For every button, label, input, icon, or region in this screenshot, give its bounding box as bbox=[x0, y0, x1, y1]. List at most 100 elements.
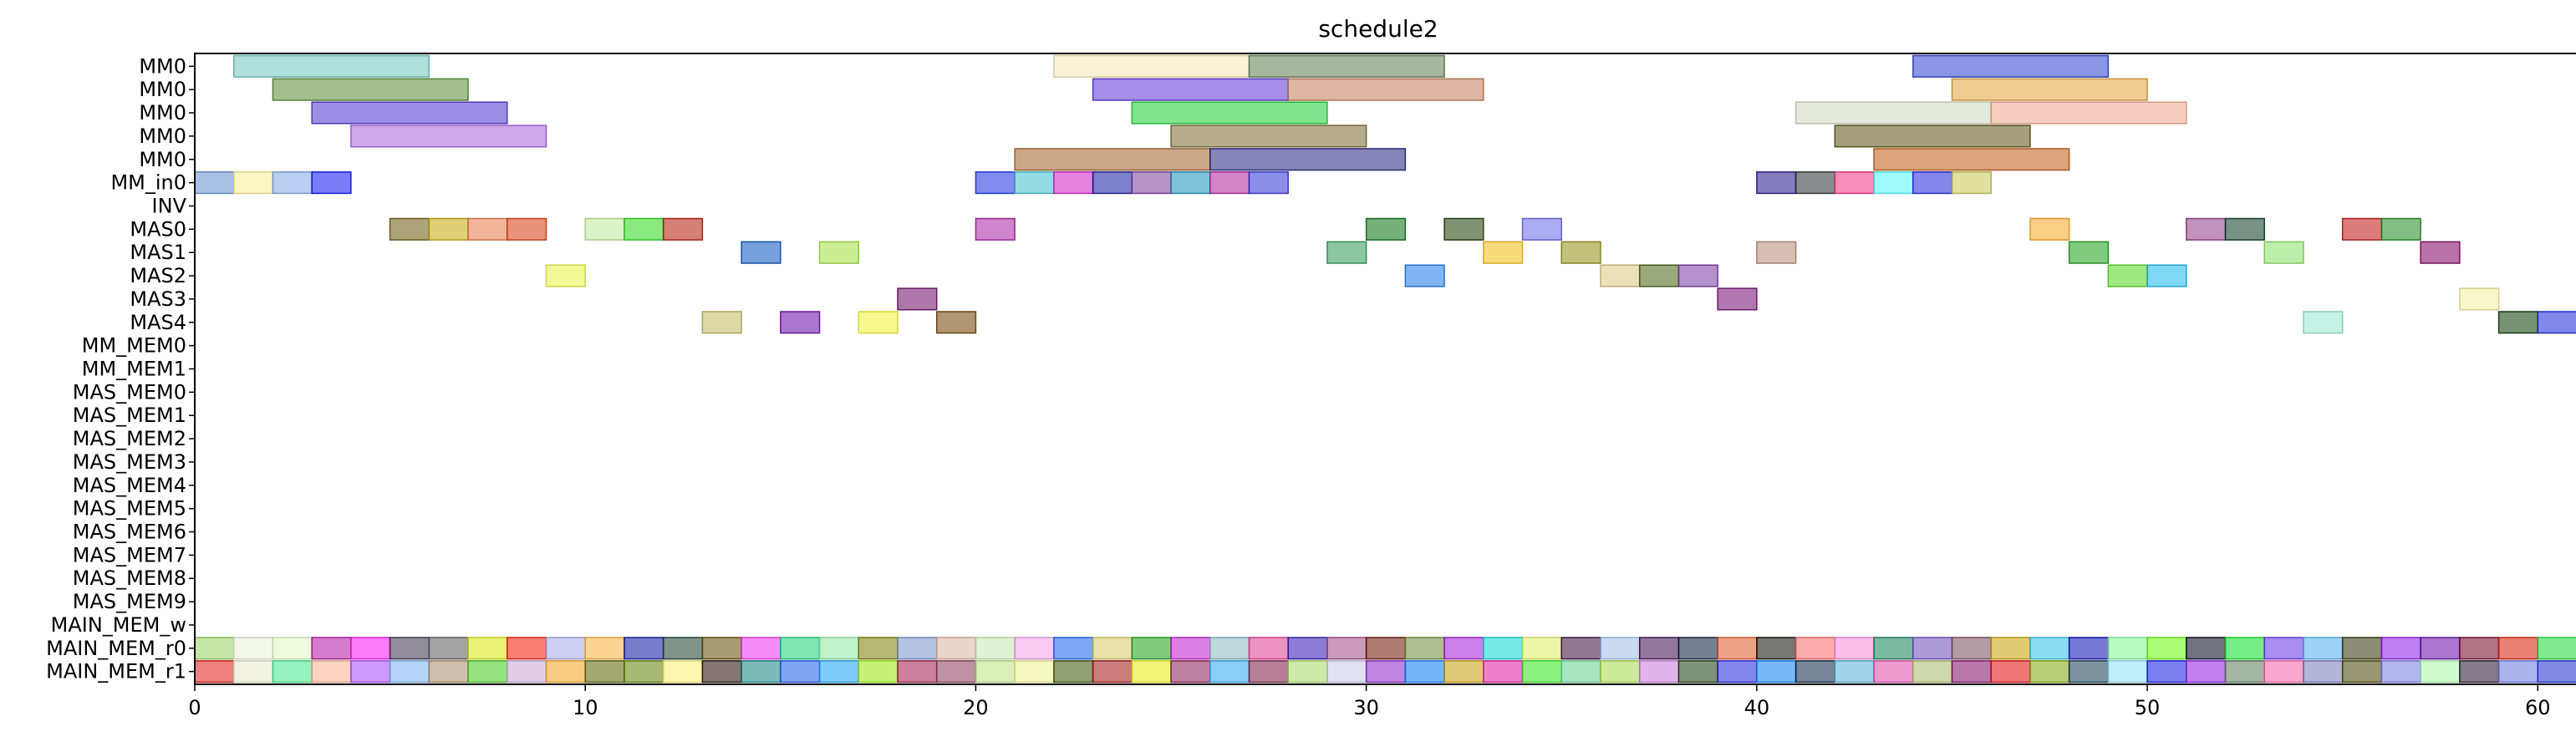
task-bar bbox=[389, 637, 430, 660]
task-bar bbox=[624, 660, 664, 683]
row-labels: MM0MM0MM0MM0MM0MM_in0INVMAS0MAS1MAS2MAS3… bbox=[46, 54, 195, 683]
task-bar bbox=[1131, 101, 1328, 124]
task-bar bbox=[1053, 54, 1250, 78]
task-bar bbox=[1248, 171, 1289, 195]
task-bar bbox=[2420, 637, 2461, 660]
task-bar bbox=[975, 171, 1016, 195]
task-bar bbox=[1209, 148, 1407, 171]
task-bar bbox=[701, 311, 742, 334]
row-label: MAIN_MEM_r0 bbox=[46, 637, 186, 660]
task-bar bbox=[545, 637, 586, 660]
task-bar bbox=[428, 217, 469, 241]
task-bar bbox=[662, 660, 704, 683]
task-bar bbox=[2107, 660, 2148, 683]
task-bar bbox=[584, 660, 625, 683]
task-bar bbox=[1483, 660, 1524, 683]
task-bar bbox=[232, 637, 274, 660]
task-bar bbox=[741, 660, 781, 683]
task-bar bbox=[1326, 241, 1367, 264]
row-label: MM0 bbox=[139, 101, 186, 124]
task-bar bbox=[232, 660, 274, 683]
row-label: MAS3 bbox=[130, 287, 186, 311]
task-bar bbox=[935, 311, 977, 334]
task-bar bbox=[1092, 637, 1133, 660]
task-bar bbox=[1170, 124, 1367, 148]
task-bar bbox=[1014, 171, 1055, 195]
task-bar bbox=[1131, 171, 1172, 195]
task-bar bbox=[897, 660, 938, 683]
task-bar bbox=[467, 637, 508, 660]
task-bar bbox=[194, 637, 235, 660]
task-bar bbox=[2420, 660, 2461, 683]
task-bar bbox=[2029, 217, 2070, 241]
task-bar bbox=[428, 637, 469, 660]
task-bar bbox=[1912, 637, 1953, 660]
task-bar bbox=[1483, 241, 1524, 264]
task-bar bbox=[1092, 78, 1289, 101]
task-bar bbox=[1912, 171, 1953, 195]
task-bar bbox=[935, 660, 977, 683]
task-bar bbox=[350, 660, 391, 683]
task-bar bbox=[2186, 637, 2227, 660]
x-tick-label: 30 bbox=[1353, 696, 1379, 719]
task-bar bbox=[2380, 660, 2421, 683]
x-tick-label: 0 bbox=[188, 696, 201, 719]
task-bar bbox=[2341, 217, 2383, 241]
task-bar bbox=[507, 217, 547, 241]
task-bar bbox=[1014, 660, 1055, 683]
task-bar bbox=[1951, 78, 2148, 101]
task-bar bbox=[1756, 637, 1797, 660]
task-bar bbox=[1717, 637, 1758, 660]
task-bar bbox=[1365, 660, 1407, 683]
task-bar bbox=[311, 171, 352, 195]
task-bar bbox=[1795, 637, 1836, 660]
task-bar bbox=[1014, 637, 1055, 660]
task-bar bbox=[2459, 287, 2500, 311]
row-label: MAS_MEM0 bbox=[73, 380, 186, 404]
task-bar bbox=[1600, 637, 1641, 660]
task-bar bbox=[1443, 217, 1484, 241]
task-bar bbox=[2224, 217, 2265, 241]
x-tick-label: 60 bbox=[2525, 696, 2551, 719]
row-label: MAS_MEM7 bbox=[73, 543, 186, 567]
task-bar bbox=[1404, 264, 1445, 287]
task-bar bbox=[1092, 660, 1133, 683]
row-label: MAS2 bbox=[130, 264, 186, 287]
row-label: MM_MEM1 bbox=[82, 358, 186, 381]
task-bar bbox=[2186, 660, 2227, 683]
task-bar bbox=[858, 311, 899, 334]
task-bar bbox=[1443, 637, 1484, 660]
task-bar bbox=[2263, 241, 2304, 264]
task-bar bbox=[1131, 660, 1172, 683]
task-bar bbox=[428, 660, 469, 683]
x-tick-label: 10 bbox=[573, 696, 598, 719]
task-bar bbox=[1873, 148, 2070, 171]
task-bar bbox=[701, 660, 742, 683]
task-bar bbox=[935, 637, 977, 660]
task-bar bbox=[467, 660, 508, 683]
task-bar bbox=[2303, 660, 2344, 683]
bars-layer bbox=[194, 54, 2576, 683]
task-bar bbox=[1795, 660, 1836, 683]
task-bar bbox=[389, 217, 430, 241]
task-bar bbox=[194, 660, 235, 683]
task-bar bbox=[311, 637, 352, 660]
row-label: INV bbox=[152, 194, 187, 217]
task-bar bbox=[389, 660, 430, 683]
row-label: MAIN_MEM_w bbox=[51, 613, 186, 637]
task-bar bbox=[701, 637, 742, 660]
task-bar bbox=[1209, 637, 1250, 660]
task-bar bbox=[584, 217, 625, 241]
task-bar bbox=[194, 171, 235, 195]
task-bar bbox=[2497, 660, 2539, 683]
task-bar bbox=[232, 54, 430, 78]
task-bar bbox=[1873, 637, 1914, 660]
row-label: MAS_MEM3 bbox=[73, 450, 186, 474]
task-bar bbox=[741, 637, 781, 660]
task-bar bbox=[662, 637, 704, 660]
task-bar bbox=[1326, 637, 1367, 660]
task-bar bbox=[272, 637, 313, 660]
task-bar bbox=[1600, 264, 1641, 287]
task-bar bbox=[311, 101, 508, 124]
task-bar bbox=[818, 660, 860, 683]
